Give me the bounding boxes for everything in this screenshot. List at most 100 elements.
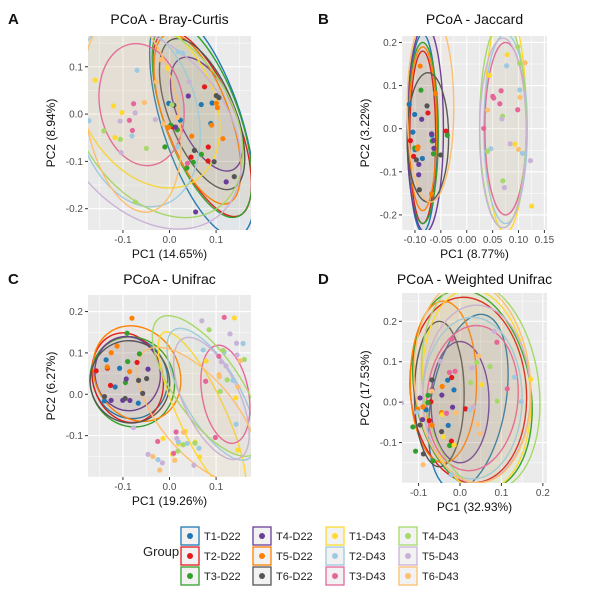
x-axis-label: PC1 (32.93%) xyxy=(437,500,512,514)
data-point xyxy=(198,101,204,108)
data-point xyxy=(481,125,487,132)
data-point xyxy=(419,155,425,162)
chart-panel-b: B PCoA - Jaccard -0.10 -0.05 0.00 0.05 0.10 0.1… xyxy=(318,11,555,261)
data-point xyxy=(515,146,522,152)
data-point xyxy=(145,451,151,457)
data-point xyxy=(110,103,117,109)
y-tick-label: -0.1 xyxy=(66,157,84,168)
y-tick-label: 0.0 xyxy=(69,110,83,121)
data-point xyxy=(413,157,419,163)
data-point xyxy=(203,378,209,384)
data-point xyxy=(474,359,480,366)
data-point xyxy=(418,87,424,93)
y-tick-label: 0.1 xyxy=(383,357,397,368)
data-point xyxy=(501,185,508,191)
data-point xyxy=(412,448,419,454)
data-point xyxy=(184,165,190,171)
data-point xyxy=(125,358,131,365)
data-point xyxy=(425,400,431,406)
y-axis-label: PC2 (6.27%) xyxy=(44,352,58,421)
data-point xyxy=(416,172,422,178)
data-point xyxy=(160,121,166,127)
ellipse-layer xyxy=(409,293,541,483)
data-point xyxy=(114,343,120,349)
data-point xyxy=(429,377,435,383)
data-point xyxy=(107,382,114,388)
data-point xyxy=(407,138,413,144)
data-point xyxy=(402,400,404,406)
data-point xyxy=(164,65,171,71)
data-point xyxy=(123,376,129,382)
data-point xyxy=(425,392,431,398)
data-point xyxy=(134,359,140,366)
data-point xyxy=(522,60,528,66)
y-axis-label: PC2 (3.22%) xyxy=(358,99,372,168)
legend-item-t4-d43: T4-D43 xyxy=(398,526,459,546)
data-point xyxy=(190,159,196,165)
legend-dot xyxy=(405,533,411,539)
data-point xyxy=(201,84,208,90)
data-point xyxy=(448,438,454,444)
legend-label: T1-D22 xyxy=(204,531,241,543)
data-point xyxy=(429,131,435,137)
data-point xyxy=(233,340,240,346)
data-point xyxy=(209,100,215,106)
legend-dot xyxy=(332,573,338,579)
data-point xyxy=(199,318,205,324)
data-point xyxy=(412,111,418,118)
data-point xyxy=(528,376,534,382)
group-ellipse-t1-d43 xyxy=(88,36,221,189)
data-point xyxy=(88,118,92,124)
data-point xyxy=(444,132,450,138)
data-point xyxy=(426,418,432,424)
data-point xyxy=(216,353,222,359)
data-point xyxy=(504,63,510,69)
data-point xyxy=(108,350,114,356)
data-point xyxy=(467,407,473,413)
points-layer xyxy=(93,314,247,473)
data-point xyxy=(101,398,107,404)
data-point xyxy=(414,409,420,415)
data-point xyxy=(484,148,491,154)
data-point xyxy=(134,67,140,73)
data-point xyxy=(112,134,118,141)
data-point xyxy=(159,460,166,466)
data-point xyxy=(198,151,205,157)
data-point xyxy=(126,117,133,123)
data-point xyxy=(184,440,190,447)
data-point xyxy=(475,421,481,427)
data-point xyxy=(477,431,483,437)
legend-dot xyxy=(259,573,265,579)
data-point xyxy=(233,395,239,401)
data-point xyxy=(411,153,417,159)
data-point xyxy=(231,315,237,321)
legend-dot xyxy=(405,553,411,559)
data-point xyxy=(424,103,430,109)
data-point xyxy=(453,410,459,416)
legend-label: T6-D43 xyxy=(422,571,459,583)
points-layer xyxy=(88,49,237,215)
data-point xyxy=(132,199,138,205)
data-point xyxy=(117,136,123,142)
group-ellipse-t1-d22 xyxy=(148,36,251,230)
data-point xyxy=(237,358,243,364)
legend-item-t1-d43: T1-D43 xyxy=(325,526,386,546)
data-point xyxy=(116,365,123,371)
data-point xyxy=(119,109,125,116)
data-point xyxy=(410,424,416,430)
data-point xyxy=(135,377,142,383)
data-point xyxy=(420,462,426,468)
data-point xyxy=(417,395,423,401)
data-point xyxy=(155,457,161,463)
data-point xyxy=(425,110,431,116)
data-point xyxy=(145,366,151,372)
data-point xyxy=(470,404,476,410)
group-ellipse-t6-d43 xyxy=(136,346,251,477)
data-point xyxy=(416,187,422,193)
data-point xyxy=(144,376,150,382)
y-tick-label: 0.2 xyxy=(69,307,83,318)
panels-layer: A PCoA - Bray-Curtis -0.1 0.0 0.1 -0.2 -0.1 0.0… xyxy=(8,11,555,514)
data-point xyxy=(485,107,491,113)
x-tick-label: 0.0 xyxy=(163,482,177,493)
data-point xyxy=(200,347,206,353)
